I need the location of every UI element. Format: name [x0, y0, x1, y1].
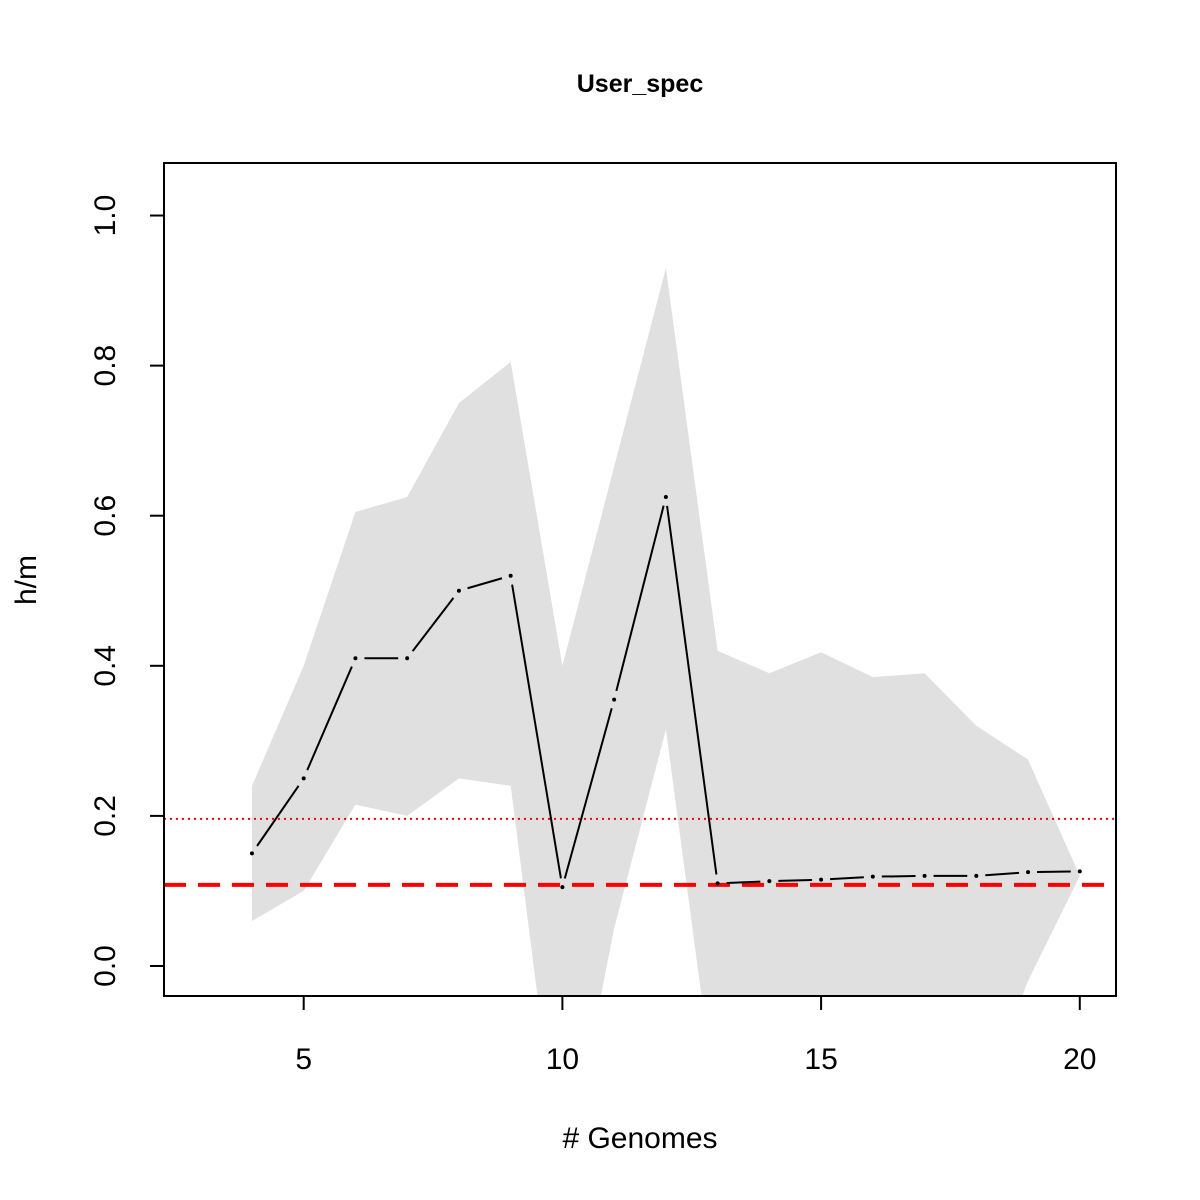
- y-tick-label: 0.4: [89, 645, 122, 687]
- x-tick-label: 15: [804, 1043, 837, 1076]
- x-axis-label: # Genomes: [562, 1122, 717, 1155]
- data-point: [1077, 869, 1082, 874]
- data-point: [560, 885, 565, 890]
- series-segment: [666, 505, 718, 875]
- data-point: [249, 851, 254, 856]
- y-tick-label: 1.0: [89, 195, 122, 237]
- chart-title: User_spec: [577, 70, 704, 98]
- y-tick-label: 0.6: [89, 495, 122, 537]
- series-segment: [411, 597, 455, 652]
- data-point: [767, 879, 772, 884]
- series-segment: [511, 584, 562, 879]
- data-point: [508, 573, 513, 578]
- x-tick-label: 5: [295, 1043, 312, 1076]
- data-point: [353, 656, 358, 661]
- x-tick-label: 10: [546, 1043, 579, 1076]
- data-point: [870, 874, 875, 879]
- series-segment: [563, 707, 613, 879]
- data-point: [819, 877, 824, 882]
- data-point: [456, 588, 461, 593]
- data-point: [612, 697, 617, 702]
- y-axis-label: h/m: [10, 555, 43, 605]
- series-segment: [830, 876, 864, 881]
- confidence-band: [252, 268, 1080, 996]
- y-tick-label: 0.8: [89, 345, 122, 387]
- series-segment: [778, 878, 813, 882]
- series-segment: [467, 577, 503, 590]
- data-point: [1026, 870, 1031, 875]
- series-segment: [306, 666, 353, 771]
- series-segment: [615, 505, 665, 692]
- data-point: [922, 873, 927, 878]
- data-point: [663, 494, 668, 499]
- data-point: [715, 881, 720, 886]
- data-point: [405, 656, 410, 661]
- series-segment: [985, 871, 1020, 877]
- series-segment: [256, 785, 300, 847]
- data-point: [974, 873, 979, 878]
- y-tick-label: 0.0: [89, 945, 122, 987]
- x-tick-label: 20: [1063, 1043, 1096, 1076]
- y-tick-label: 0.2: [89, 795, 122, 837]
- series-segment: [726, 880, 761, 885]
- data-point: [301, 776, 306, 781]
